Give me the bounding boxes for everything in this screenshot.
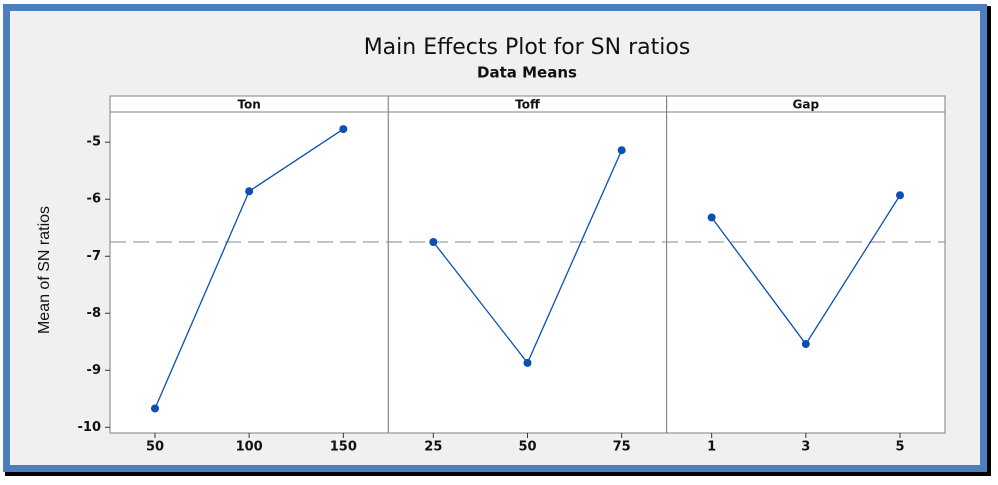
chart-subtitle: Data Means <box>477 64 577 82</box>
y-axis-label: Mean of SN ratios <box>36 206 53 334</box>
point <box>707 213 716 222</box>
x-tick-label: 50 <box>146 440 164 455</box>
point <box>151 404 159 413</box>
point <box>339 125 348 134</box>
panel-header <box>666 95 946 113</box>
x-tick-label: 3 <box>801 440 810 455</box>
panel-label: Gap <box>793 98 820 112</box>
panel <box>387 111 668 434</box>
x-tick-label: 150 <box>330 440 357 455</box>
point <box>245 187 254 196</box>
panel <box>666 111 946 434</box>
x-tick-label: 25 <box>424 440 442 455</box>
panel-label: Toff <box>515 98 540 112</box>
chart-title: Main Effects Plot for SN ratios <box>364 35 691 60</box>
point <box>896 191 904 200</box>
y-tick-label: -7 <box>87 249 101 264</box>
x-tick-label: 50 <box>518 440 536 455</box>
point <box>801 340 810 349</box>
y-tick-label: -9 <box>87 363 101 378</box>
panel <box>109 111 389 434</box>
x-tick-label: 75 <box>613 440 631 455</box>
point <box>617 146 626 155</box>
x-tick-label: 100 <box>236 440 263 455</box>
x-tick-label: 5 <box>895 440 904 455</box>
point <box>429 237 438 246</box>
panel-label: Ton <box>237 98 260 112</box>
y-tick-label: -5 <box>87 135 101 150</box>
y-tick-label: -6 <box>87 192 101 207</box>
point <box>523 358 532 367</box>
y-tick-label: -10 <box>78 420 102 435</box>
y-tick-label: -8 <box>87 306 101 321</box>
x-tick-label: 1 <box>707 440 716 455</box>
